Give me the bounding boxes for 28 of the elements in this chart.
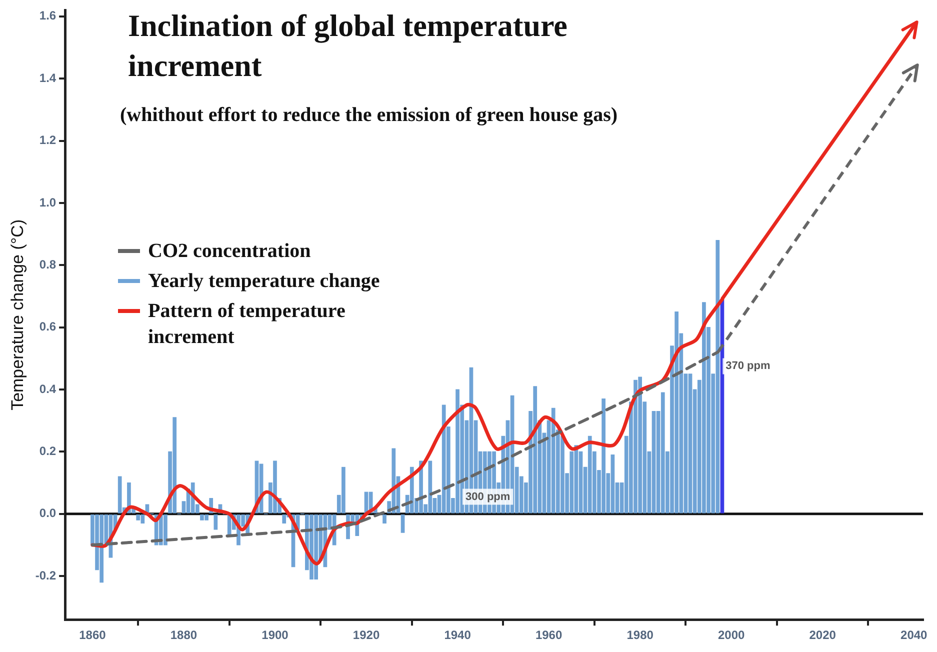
y-tick-label: 0.4 (39, 382, 56, 396)
y-tick-label: 0.6 (39, 320, 56, 334)
y-tick-label: -0.2 (35, 568, 56, 582)
y-tick-label: 1.2 (39, 133, 56, 148)
x-tick-label: 2040 (900, 628, 928, 642)
x-tick-label: 1940 (444, 628, 472, 642)
y-tick-label: 0.0 (39, 506, 56, 520)
text: (whithout effort to reduce the emission of green house gas) (120, 103, 619, 128)
x-tick-label: 1980 (626, 628, 654, 642)
x-tick-label: 2000 (718, 628, 746, 642)
legend-label: Pattern of temperature increment (148, 299, 346, 350)
annotation: 300 ppm (466, 490, 510, 503)
legend-label: CO2 concentration (148, 239, 311, 264)
y-tick-label: 0.2 (39, 444, 56, 458)
y-axis-title: Temperature change (°C) (8, 219, 27, 410)
x-tick-label: 1920 (352, 628, 380, 642)
x-tick-label: 1880 (170, 628, 198, 642)
y-tick-label: 1.0 (39, 195, 56, 210)
y-tick-label: 1.4 (39, 70, 56, 85)
annotation: 370 ppm (726, 360, 770, 372)
legend-label: Yearly temperature change (148, 269, 380, 294)
x-tick-label: 1960 (535, 628, 562, 642)
text: Inclination of global temperature increment (128, 7, 568, 85)
y-tick-label: 0.8 (39, 257, 56, 272)
x-tick-label: 1860 (79, 628, 106, 642)
y-tick-label: 1.6 (39, 8, 56, 23)
x-tick-label: 1900 (262, 628, 289, 642)
x-tick-label: 2020 (809, 628, 836, 642)
